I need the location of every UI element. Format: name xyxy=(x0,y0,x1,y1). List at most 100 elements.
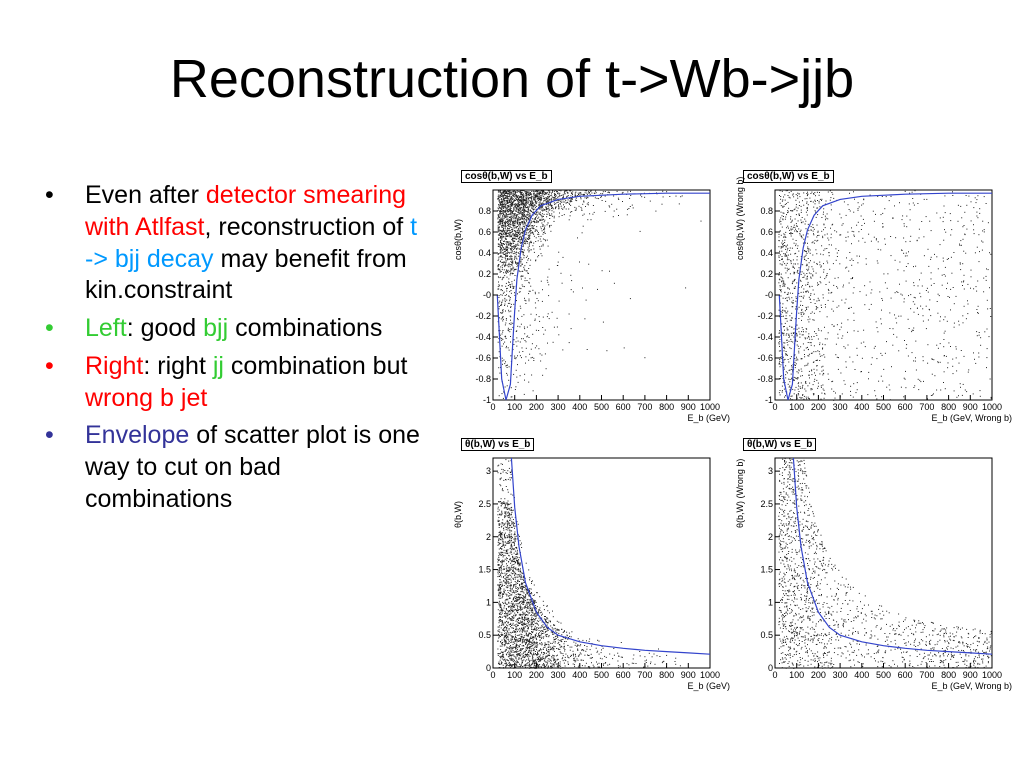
scatter-point xyxy=(523,326,525,328)
scatter-point xyxy=(823,271,825,273)
scatter-point xyxy=(500,234,502,236)
scatter-point xyxy=(500,244,502,246)
scatter-point xyxy=(509,241,511,243)
scatter-point xyxy=(507,211,509,213)
scatter-point xyxy=(507,536,509,538)
scatter-point xyxy=(498,281,499,283)
scatter-point xyxy=(818,283,820,285)
scatter-point xyxy=(506,646,508,648)
scatter-point xyxy=(501,279,503,281)
scatter-point xyxy=(800,382,802,384)
scatter-point xyxy=(808,321,810,323)
scatter-point xyxy=(578,205,580,207)
scatter-point xyxy=(509,196,511,198)
scatter-point xyxy=(782,219,784,221)
scatter-point xyxy=(498,258,500,260)
scatter-point xyxy=(507,264,509,266)
scatter-point xyxy=(514,269,516,271)
scatter-point xyxy=(508,225,510,227)
scatter-point xyxy=(524,203,526,205)
scatter-point xyxy=(781,263,783,265)
scatter-point xyxy=(807,194,808,196)
scatter-point xyxy=(793,379,795,381)
scatter-point xyxy=(510,258,512,260)
scatter-point xyxy=(548,652,550,654)
scatter-point xyxy=(525,207,527,209)
scatter-point xyxy=(819,311,821,313)
scatter-point xyxy=(498,558,500,560)
scatter-point xyxy=(895,237,897,239)
scatter-point xyxy=(806,337,808,339)
scatter-point xyxy=(556,191,558,192)
scatter-point xyxy=(813,193,814,195)
scatter-point xyxy=(511,250,513,252)
scatter-point xyxy=(942,221,944,223)
scatter-point xyxy=(501,393,503,395)
scatter-point xyxy=(528,210,530,212)
scatter-point xyxy=(538,255,540,256)
scatter-point xyxy=(788,378,790,380)
scatter-point xyxy=(794,367,796,369)
scatter-point xyxy=(521,203,523,205)
scatter-point xyxy=(781,190,783,192)
scatter-point xyxy=(875,238,877,240)
scatter-point xyxy=(533,251,535,253)
scatter-point xyxy=(519,238,521,240)
scatter-point xyxy=(786,312,788,314)
scatter-point xyxy=(797,308,799,310)
scatter-point xyxy=(525,256,527,258)
scatter-point xyxy=(784,194,786,196)
scatter-point xyxy=(551,311,553,313)
scatter-point xyxy=(528,290,530,292)
scatter-point xyxy=(541,192,543,194)
scatter-point xyxy=(831,308,833,310)
scatter-point xyxy=(502,316,504,317)
scatter-point xyxy=(868,308,870,310)
scatter-point xyxy=(785,264,787,266)
scatter-point xyxy=(905,252,907,254)
scatter-point xyxy=(507,229,509,231)
scatter-point xyxy=(594,197,596,199)
scatter-point xyxy=(829,268,831,270)
scatter-point xyxy=(783,368,785,370)
scatter-point xyxy=(536,645,538,647)
scatter-point xyxy=(785,231,787,233)
scatter-point xyxy=(849,192,850,194)
bullet-text: wrong b jet xyxy=(85,383,208,412)
scatter-point xyxy=(524,215,526,217)
scatter-point xyxy=(504,251,506,253)
scatter-point xyxy=(528,191,530,193)
scatter-point xyxy=(960,269,962,271)
scatter-point xyxy=(575,195,577,197)
scatter-point xyxy=(511,620,513,622)
scatter-point xyxy=(571,193,573,195)
scatter-point xyxy=(538,202,540,204)
scatter-point xyxy=(517,340,519,342)
scatter-point xyxy=(799,396,801,398)
scatter-point xyxy=(813,193,815,195)
scatter-point xyxy=(518,236,520,238)
scatter-point xyxy=(905,280,907,282)
scatter-point xyxy=(579,192,581,193)
scatter-point xyxy=(849,259,851,261)
scatter-point xyxy=(501,663,503,665)
scatter-point xyxy=(512,194,514,196)
scatter-point xyxy=(505,581,507,583)
scatter-point xyxy=(502,261,504,263)
scatter-point xyxy=(555,207,557,209)
scatter-point xyxy=(943,332,945,334)
scatter-point xyxy=(557,192,559,194)
scatter-point xyxy=(499,592,501,594)
scatter-point xyxy=(792,292,794,294)
scatter-point xyxy=(514,355,516,357)
scatter-point xyxy=(553,217,555,219)
scatter-point xyxy=(511,222,513,224)
scatter-point xyxy=(785,365,787,367)
scatter-point xyxy=(526,207,528,208)
scatter-point xyxy=(812,201,814,203)
scatter-point xyxy=(807,236,809,238)
scatter-point xyxy=(521,653,523,655)
scatter-point xyxy=(511,258,513,260)
scatter-point xyxy=(786,254,788,256)
scatter-point xyxy=(790,348,792,350)
